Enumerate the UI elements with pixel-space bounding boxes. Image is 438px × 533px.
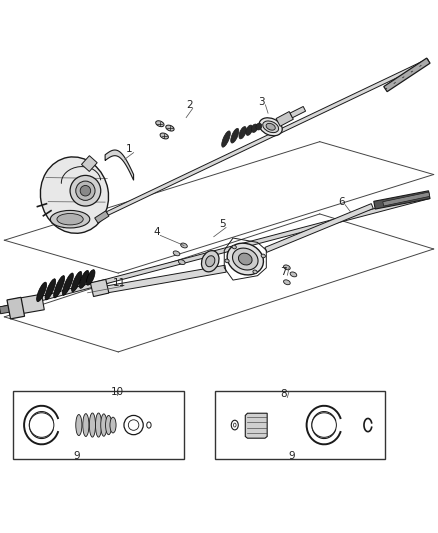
Bar <box>215 391 385 459</box>
Polygon shape <box>374 191 430 209</box>
Ellipse shape <box>253 270 257 273</box>
Ellipse shape <box>40 157 109 233</box>
Ellipse shape <box>222 131 230 147</box>
Bar <box>13 391 184 459</box>
Ellipse shape <box>71 271 82 292</box>
Polygon shape <box>0 195 430 312</box>
Text: 9: 9 <box>288 451 295 461</box>
Polygon shape <box>290 107 306 118</box>
Polygon shape <box>105 150 134 180</box>
Circle shape <box>312 413 336 437</box>
Ellipse shape <box>283 265 290 270</box>
Ellipse shape <box>89 413 95 437</box>
Ellipse shape <box>62 273 74 295</box>
Circle shape <box>29 413 54 437</box>
Ellipse shape <box>57 214 83 225</box>
Ellipse shape <box>233 423 236 427</box>
Ellipse shape <box>45 279 56 300</box>
Polygon shape <box>265 204 373 252</box>
Ellipse shape <box>37 282 46 302</box>
Ellipse shape <box>225 259 229 263</box>
Text: 3: 3 <box>258 97 265 107</box>
Text: 11: 11 <box>113 278 126 288</box>
Ellipse shape <box>261 254 265 258</box>
Text: 9: 9 <box>73 451 80 461</box>
Polygon shape <box>276 111 293 126</box>
Ellipse shape <box>232 245 237 249</box>
Ellipse shape <box>227 243 263 275</box>
Ellipse shape <box>53 276 65 298</box>
Ellipse shape <box>178 260 185 264</box>
Ellipse shape <box>110 417 116 433</box>
Ellipse shape <box>239 126 246 139</box>
Ellipse shape <box>259 118 282 136</box>
Ellipse shape <box>246 125 253 135</box>
Circle shape <box>70 175 101 206</box>
Ellipse shape <box>160 133 168 139</box>
Ellipse shape <box>106 415 112 435</box>
Polygon shape <box>0 303 20 314</box>
Text: 6: 6 <box>338 197 345 207</box>
Ellipse shape <box>231 420 238 430</box>
Polygon shape <box>81 156 97 172</box>
Ellipse shape <box>180 243 187 248</box>
Ellipse shape <box>166 125 174 131</box>
Ellipse shape <box>266 123 275 130</box>
Polygon shape <box>95 211 109 223</box>
Circle shape <box>76 181 95 200</box>
Text: 10: 10 <box>111 387 124 397</box>
Ellipse shape <box>233 248 258 270</box>
Ellipse shape <box>231 128 239 143</box>
Ellipse shape <box>95 413 102 437</box>
Text: 1: 1 <box>126 144 133 154</box>
Ellipse shape <box>76 415 82 435</box>
Text: 8: 8 <box>280 390 287 399</box>
Ellipse shape <box>101 414 107 436</box>
Ellipse shape <box>238 253 252 265</box>
Ellipse shape <box>147 422 151 428</box>
Polygon shape <box>245 413 267 438</box>
Ellipse shape <box>283 280 290 285</box>
Text: 7: 7 <box>280 267 287 277</box>
Text: 5: 5 <box>219 220 226 229</box>
Text: 4: 4 <box>153 228 160 237</box>
Ellipse shape <box>79 270 89 288</box>
Circle shape <box>128 420 139 430</box>
Ellipse shape <box>173 251 180 256</box>
Ellipse shape <box>256 123 262 130</box>
Circle shape <box>80 185 91 196</box>
Circle shape <box>124 415 143 435</box>
Ellipse shape <box>263 121 279 133</box>
Polygon shape <box>106 59 429 215</box>
Ellipse shape <box>201 251 219 272</box>
Ellipse shape <box>86 270 95 285</box>
Polygon shape <box>383 192 430 206</box>
Ellipse shape <box>205 256 215 266</box>
Polygon shape <box>7 297 25 319</box>
Ellipse shape <box>83 414 89 437</box>
Ellipse shape <box>251 124 258 132</box>
Ellipse shape <box>290 272 297 277</box>
Text: 2: 2 <box>186 100 193 110</box>
Ellipse shape <box>50 211 90 228</box>
Polygon shape <box>14 294 44 314</box>
Polygon shape <box>90 279 109 296</box>
Ellipse shape <box>156 121 164 127</box>
Polygon shape <box>105 265 226 293</box>
Polygon shape <box>384 58 430 92</box>
